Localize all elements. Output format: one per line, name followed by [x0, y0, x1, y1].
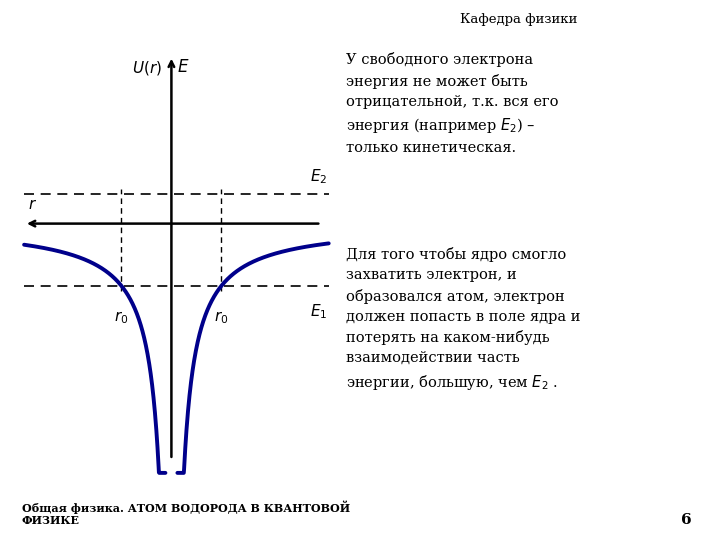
Text: Кафедра физики: Кафедра физики	[459, 14, 577, 26]
Text: $r_0$: $r_0$	[114, 309, 129, 326]
Text: Общая физика. АТОМ ВОДОРОДА В КВАНТОВОЙ
ФИЗИКЕ: Общая физика. АТОМ ВОДОРОДА В КВАНТОВОЙ …	[22, 500, 350, 526]
Text: 6: 6	[680, 512, 691, 526]
Text: $E_1$: $E_1$	[310, 302, 327, 321]
Text: $r_0$: $r_0$	[214, 309, 228, 326]
Text: У свободного электрона
энергия не может быть
отрицательной, т.к. вся его
энергия: У свободного электрона энергия не может …	[346, 52, 558, 156]
Text: $E_2$: $E_2$	[310, 167, 327, 186]
Text: $r$: $r$	[27, 198, 37, 212]
Text: Для того чтобы ядро смогло
захватить электрон, и
образовался атом, электрон
долж: Для того чтобы ядро смогло захватить эле…	[346, 247, 580, 392]
Text: $E$: $E$	[177, 59, 190, 77]
Text: $U(r)$: $U(r)$	[132, 59, 163, 77]
